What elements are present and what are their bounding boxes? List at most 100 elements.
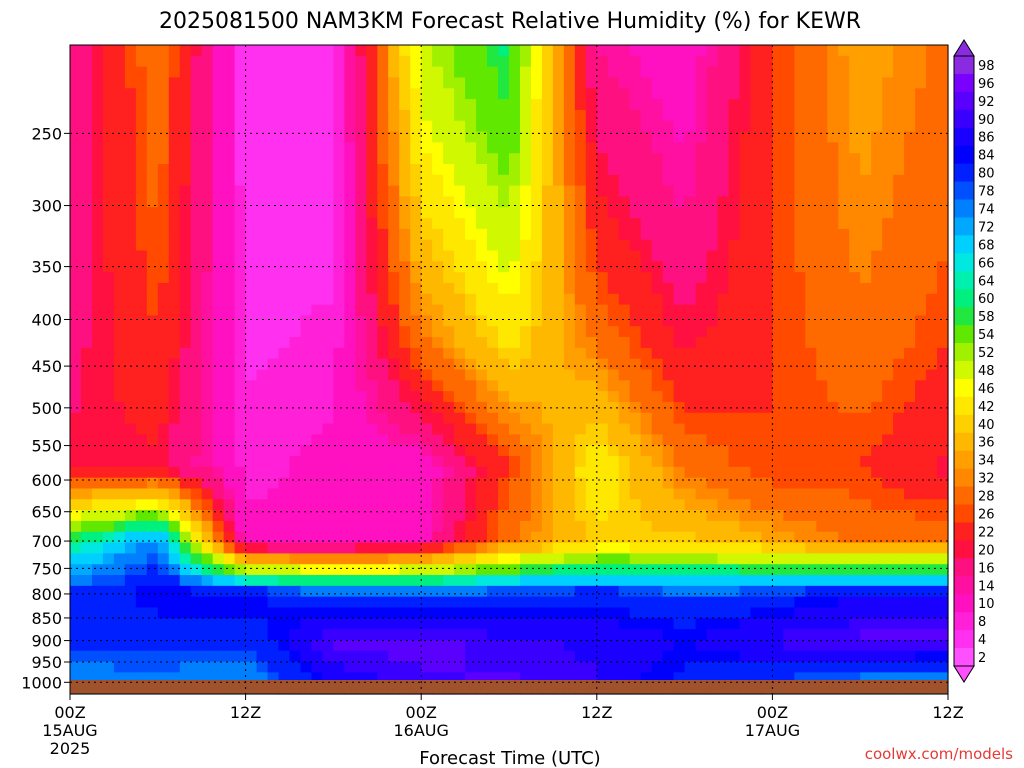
heatmap-cell: [805, 553, 817, 565]
heatmap-cell: [541, 347, 554, 360]
heatmap-cell: [552, 401, 565, 414]
heatmap-cell: [410, 639, 422, 652]
heatmap-cell: [234, 250, 247, 262]
heatmap-cell: [135, 585, 148, 598]
heatmap-cell: [761, 347, 773, 360]
heatmap-cell: [805, 99, 817, 111]
heatmap-cell: [146, 207, 159, 219]
heatmap-cell: [256, 520, 269, 533]
heatmap-cell: [212, 456, 225, 468]
heatmap-cell: [816, 661, 828, 673]
heatmap-cell: [102, 423, 115, 435]
heatmap-cell: [421, 596, 433, 609]
heatmap-cell: [596, 639, 609, 652]
heatmap-cell: [168, 55, 181, 68]
heatmap-cell: [421, 639, 433, 652]
heatmap-cell: [124, 239, 137, 252]
heatmap-cell: [322, 120, 334, 133]
heatmap-cell: [421, 466, 433, 479]
heatmap-cell: [322, 142, 334, 154]
heatmap-cell: [629, 250, 642, 262]
heatmap-cell: [552, 650, 565, 663]
heatmap-cell: [860, 153, 872, 165]
heatmap-cell: [355, 272, 367, 284]
heatmap-cell: [904, 218, 916, 230]
heatmap-cell: [102, 45, 115, 57]
heatmap-cell: [256, 250, 269, 262]
heatmap-cell: [706, 585, 719, 598]
heatmap-cell: [794, 120, 806, 133]
heatmap-cell: [443, 499, 455, 511]
heatmap-cell: [662, 347, 675, 360]
heatmap-cell: [838, 510, 850, 522]
heatmap-cell: [519, 531, 532, 544]
heatmap-cell: [70, 261, 82, 273]
heatmap-cell: [289, 358, 302, 371]
heatmap-cell: [300, 250, 313, 262]
heatmap-cell: [761, 456, 773, 468]
heatmap-cell: [289, 639, 302, 652]
heatmap-cell: [794, 380, 806, 392]
heatmap-cell: [761, 250, 773, 262]
heatmap-cell: [662, 282, 675, 295]
heatmap-cell: [256, 228, 269, 241]
heatmap-cell: [684, 304, 697, 317]
heatmap-cell: [245, 109, 258, 122]
heatmap-cell: [223, 358, 236, 371]
heatmap-cell: [465, 380, 477, 392]
heatmap-cell: [783, 293, 795, 306]
colorbar: 9896929086848078747268666460585452484642…: [953, 39, 995, 683]
heatmap-cell: [563, 564, 576, 576]
heatmap-cell: [585, 466, 598, 479]
heatmap-cell: [465, 55, 477, 68]
heatmap-cell: [509, 326, 521, 338]
heatmap-cell: [333, 456, 345, 468]
heatmap-cell: [432, 185, 444, 198]
heatmap-cell: [783, 304, 795, 317]
heatmap-cell: [684, 639, 697, 652]
heatmap-cell: [541, 337, 554, 349]
heatmap-cell: [552, 261, 565, 273]
heatmap-cell: [871, 196, 883, 208]
heatmap-cell: [794, 88, 806, 100]
heatmap-cell: [882, 218, 894, 230]
heatmap-cell: [684, 142, 697, 154]
heatmap-cell: [421, 585, 433, 598]
heatmap-cell: [728, 163, 741, 176]
heatmap-cell: [333, 55, 345, 68]
heatmap-cell: [399, 45, 411, 57]
heatmap-cell: [904, 358, 916, 371]
heatmap-cell: [772, 520, 784, 533]
heatmap-cell: [618, 607, 631, 619]
heatmap-cell: [421, 66, 433, 79]
heatmap-cell: [366, 55, 378, 68]
heatmap-cell: [388, 456, 400, 468]
heatmap-cell: [618, 575, 631, 587]
heatmap-cell: [893, 45, 905, 57]
heatmap-cell: [651, 575, 664, 587]
heatmap-cell: [915, 510, 927, 522]
heatmap-cell: [102, 153, 115, 165]
heatmap-cell: [673, 553, 686, 565]
heatmap-cell: [91, 326, 104, 338]
heatmap-cell: [388, 650, 400, 663]
heatmap-cell: [421, 315, 433, 327]
heatmap-cell: [838, 542, 850, 554]
heatmap-cell: [618, 109, 631, 122]
heatmap-cell: [805, 326, 817, 338]
heatmap-cell: [728, 315, 741, 327]
heatmap-cell: [673, 672, 686, 684]
heatmap-cell: [135, 358, 148, 371]
heatmap-cell: [904, 347, 916, 360]
heatmap-cell: [651, 650, 664, 663]
heatmap-cell: [871, 174, 883, 187]
heatmap-cell: [651, 618, 664, 630]
heatmap-cell: [465, 672, 477, 684]
heatmap-cell: [267, 88, 280, 100]
heatmap-cell: [443, 347, 455, 360]
heatmap-cell: [651, 326, 664, 338]
heatmap-cell: [498, 282, 510, 295]
heatmap-cell: [827, 596, 839, 609]
heatmap-cell: [937, 77, 949, 89]
heatmap-cell: [937, 358, 949, 371]
